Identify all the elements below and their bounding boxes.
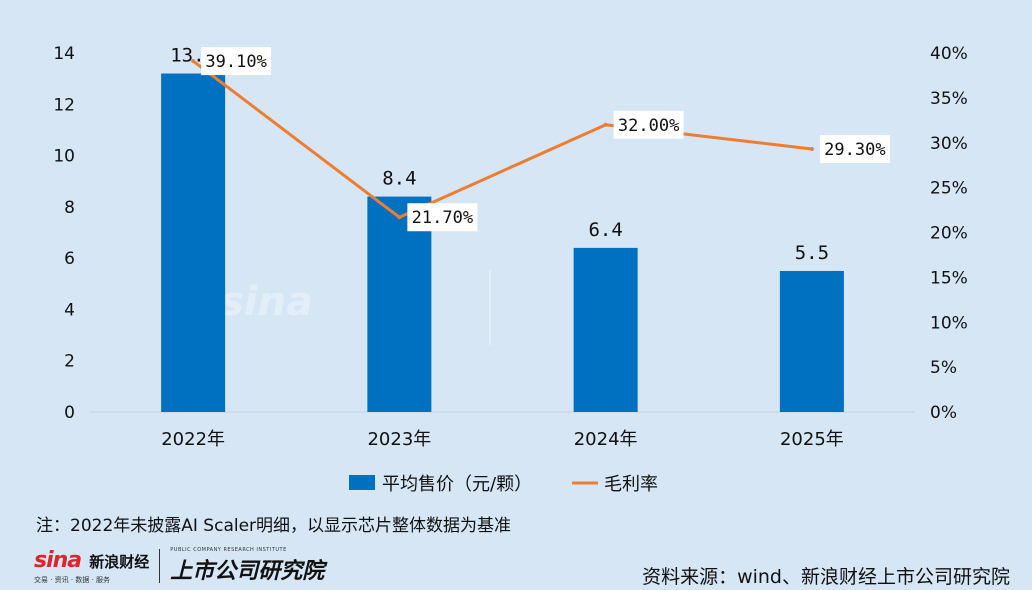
legend-label-line: 毛利率 (604, 474, 658, 495)
y-left-tick-label: 14 (53, 44, 75, 64)
y-right-tick-label: 10% (930, 313, 968, 333)
legend-swatch-bar (349, 475, 375, 490)
sina-logo: sina 新浪财经 交易 · 资讯 · 数据 · 服务 (34, 548, 149, 585)
y-left-tick-label: 0 (64, 403, 75, 423)
x-tick-label: 2024年 (574, 429, 638, 450)
y-right-tick-label: 5% (930, 358, 957, 378)
institute-name: 上市公司研究院 (170, 559, 325, 584)
watermark: sina (220, 270, 491, 345)
x-tick-label: 2025年 (780, 429, 844, 450)
logo-row: sina 新浪财经 交易 · 资讯 · 数据 · 服务 PUBLIC COMPA… (34, 546, 324, 586)
line-value-label: 21.70% (412, 208, 473, 228)
line-value-label: 29.30% (824, 140, 885, 160)
line-point (397, 215, 402, 220)
line-path (192, 59, 813, 219)
source-note: 资料来源：wind、新浪财经上市公司研究院 (642, 566, 1010, 588)
data-labels: 13.28.46.45.539.10%21.70%32.00%29.30% (170, 45, 890, 264)
y-left-tick-label: 12 (53, 95, 75, 115)
bar-series (161, 73, 844, 412)
sina-subtitle: 交易 · 资讯 · 数据 · 服务 (34, 575, 111, 584)
footnote: 注：2022年未披露AI Scaler明细，以显示芯片整体数据为基准 (36, 516, 512, 536)
chart: sina 0 2 4 6 8 10 12 14 0% 5% 10% 15% 20% 25% 30% 35% 40… (53, 44, 967, 495)
line-label-box (201, 47, 272, 76)
line-point (809, 147, 814, 152)
bar-value-label: 6.4 (588, 219, 622, 241)
bar (161, 73, 226, 412)
bar-value-label: 8.4 (382, 168, 416, 190)
line-series (191, 59, 814, 220)
y-left-tick-label: 10 (53, 147, 75, 167)
y-right-tick-label: 35% (930, 89, 968, 109)
y-left-tick-label: 2 (64, 352, 75, 372)
bar (367, 196, 432, 412)
x-tick-label: 2023年 (367, 429, 431, 450)
bar-value-label: 5.5 (795, 242, 829, 264)
line-value-label: 39.10% (205, 52, 266, 72)
legend-label-bar: 平均售价（元/颗） (382, 474, 532, 495)
y-right-tick-label: 0% (930, 403, 957, 423)
sina-brand: 新浪财经 (89, 552, 150, 571)
line-label-box (613, 110, 684, 139)
institute-english: PUBLIC COMPANY RESEARCH INSTITUTE (170, 547, 287, 553)
line-label-box (819, 135, 890, 164)
legend: 平均售价（元/颗） 毛利率 (349, 474, 658, 495)
bar (573, 247, 638, 412)
axes: 0 2 4 6 8 10 12 14 0% 5% 10% 15% 20% 25% 30% 35% 40% 2022… (53, 44, 967, 450)
y-right-tick-label: 25% (930, 179, 968, 199)
y-right-tick-label: 20% (930, 224, 968, 244)
y-left-tick-label: 4 (64, 300, 75, 320)
line-point (603, 122, 608, 127)
line-value-label: 32.00% (618, 116, 679, 136)
y-left-tick-label: 8 (64, 198, 75, 218)
y-right-tick-label: 15% (930, 268, 968, 288)
x-tick-label: 2022年 (161, 429, 225, 450)
watermark-sina: sina (220, 279, 313, 325)
bar (779, 270, 844, 412)
y-right-tick-label: 30% (930, 134, 968, 154)
logo-divider (159, 549, 161, 583)
line-point (191, 59, 196, 64)
institute-logo: PUBLIC COMPANY RESEARCH INSTITUTE 上市公司研究… (170, 547, 324, 585)
line-label-box (407, 203, 478, 232)
sina-wordmark: sina (34, 547, 82, 573)
y-left-tick-label: 6 (64, 249, 75, 269)
y-right-tick-label: 40% (930, 44, 968, 64)
